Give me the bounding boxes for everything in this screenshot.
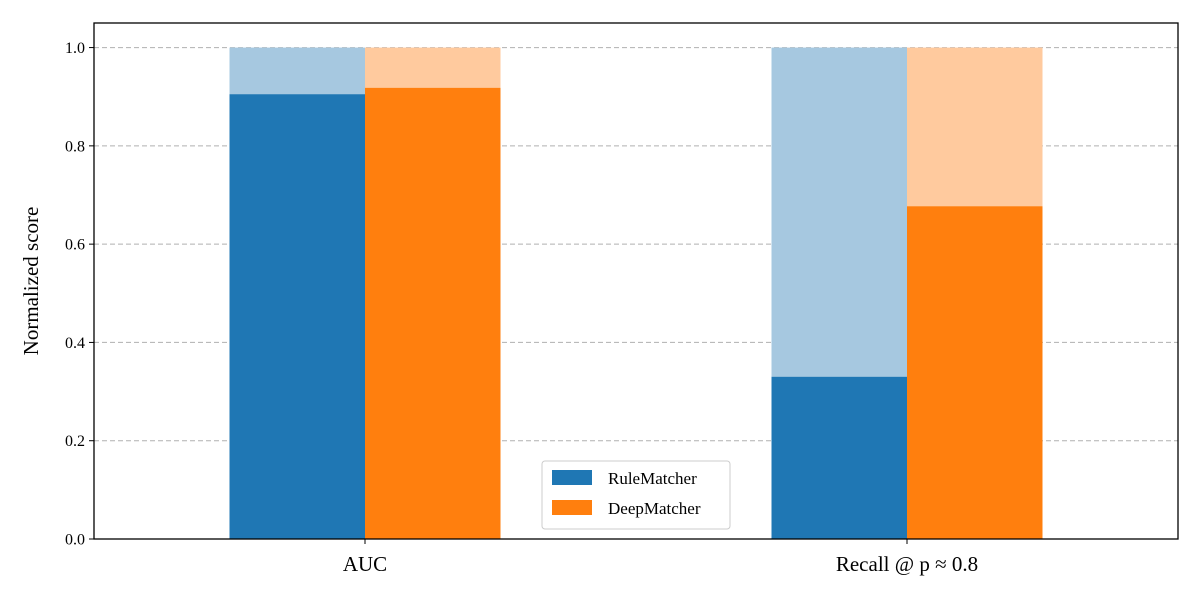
y-axis-ticks: 0.0 0.2 0.4 0.6 0.8 1.0 — [65, 40, 94, 549]
bar-rulematcher — [771, 376, 907, 539]
y-tick-label: 0.8 — [65, 138, 85, 155]
legend-label-deepmatcher: DeepMatcher — [608, 499, 701, 518]
x-tick-label: Recall @ p ≈ 0.8 — [836, 552, 978, 576]
y-tick-label: 0.6 — [65, 237, 85, 254]
bar-deepmatcher — [907, 206, 1043, 539]
y-tick-label: 0.0 — [65, 532, 85, 549]
x-axis-ticks: AUC Recall @ p ≈ 0.8 — [343, 539, 978, 576]
plot-area-frame — [93, 22, 1179, 540]
legend-label-rulematcher: RuleMatcher — [608, 469, 697, 488]
legend-swatch-deepmatcher — [552, 500, 592, 515]
bars — [229, 47, 1043, 540]
legend-swatch-rulematcher — [552, 470, 592, 485]
y-tick-label: 0.4 — [65, 335, 85, 352]
y-tick-label: 0.2 — [65, 433, 85, 450]
y-axis-title: Normalized score — [19, 207, 43, 356]
x-tick-label: AUC — [343, 552, 387, 576]
legend: RuleMatcher DeepMatcher — [541, 460, 731, 530]
bar-rulematcher — [229, 94, 365, 539]
bar-deepmatcher — [365, 87, 501, 540]
y-tick-label: 1.0 — [65, 40, 85, 57]
